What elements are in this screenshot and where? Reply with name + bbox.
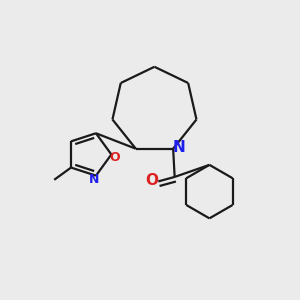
Text: N: N [172,140,185,155]
Text: O: O [109,151,120,164]
Text: N: N [89,173,100,186]
Text: O: O [145,173,158,188]
